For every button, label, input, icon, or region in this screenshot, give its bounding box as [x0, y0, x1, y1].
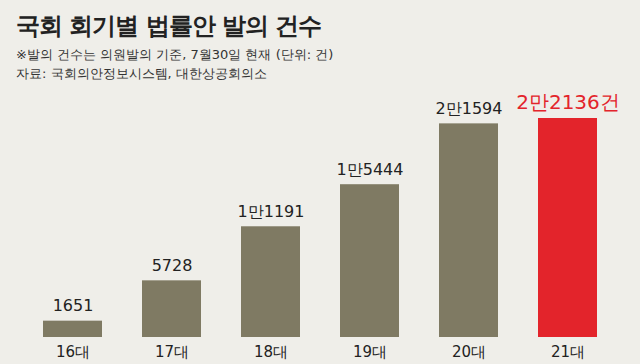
svg-text:18대: 18대: [254, 343, 288, 361]
svg-text:20대: 20대: [452, 343, 486, 361]
svg-text:2만1594: 2만1594: [436, 99, 503, 118]
svg-text:19대: 19대: [353, 343, 387, 361]
svg-text:2만2136건: 2만2136건: [516, 90, 620, 114]
html-text:국회 회기별 법률안 발의 건수: 국회 회기별 법률안 발의 건수: [16, 12, 322, 40]
svg-text:17대: 17대: [155, 343, 189, 361]
svg-text:1만5444: 1만5444: [337, 160, 404, 179]
svg-text:1651: 1651: [53, 296, 94, 315]
svg-text:1만1191: 1만1191: [238, 202, 305, 221]
svg-text:5728: 5728: [152, 256, 193, 275]
svg-text:21대: 21대: [551, 343, 585, 361]
html-text:자료: 국회의안정보시스템, 대한상공회의소: 자료: 국회의안정보시스템, 대한상공회의소: [16, 66, 267, 81]
html-text:※발의 건수는 의원발의 기준, 7월30일 현재 (단위:: ※발의 건수는 의원발의 기준, 7월30일 현재 (단위: 건): [16, 47, 334, 62]
svg-text:16대: 16대: [56, 343, 90, 361]
